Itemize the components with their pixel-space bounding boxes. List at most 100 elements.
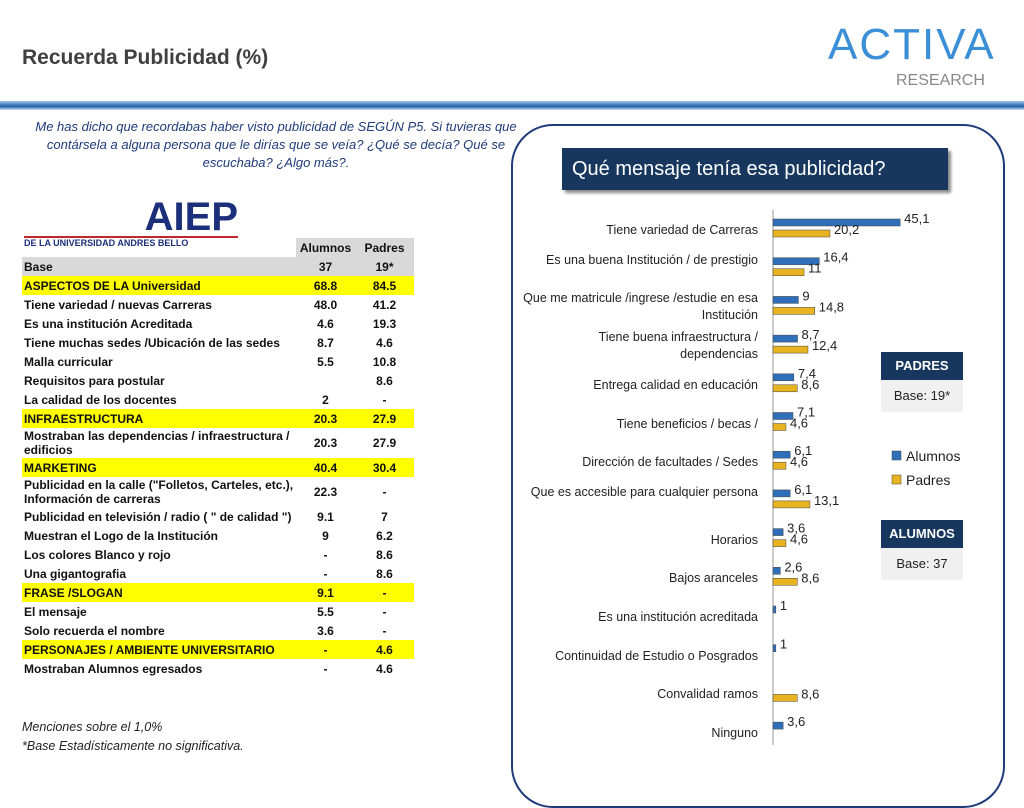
base-title: ALUMNOS — [881, 520, 963, 548]
bar — [772, 694, 798, 702]
bar — [772, 500, 811, 509]
logo-sub: RESEARCH — [896, 72, 985, 89]
column-name: Padres — [364, 240, 405, 255]
category-label: Dirección de facultades / Sedes — [582, 455, 758, 470]
row-label: Malla curricular — [24, 354, 113, 369]
table-row: Malla curricular 5.5 10.8 — [22, 352, 414, 371]
row-label: El mensaje — [24, 604, 87, 619]
cell: 4.6 — [317, 316, 334, 331]
value-label: 4,6 — [790, 532, 808, 547]
bar — [772, 567, 781, 575]
bar — [772, 345, 809, 354]
cell: 3.6 — [317, 623, 334, 638]
cell: 4.6 — [376, 642, 393, 657]
cell: - — [382, 623, 387, 638]
value-label: 2,6 — [784, 559, 802, 574]
cell: 84.5 — [372, 278, 397, 293]
chart: 45,120,216,411914,88,712,47,48,67,14,66,… — [772, 210, 960, 745]
bar — [772, 373, 795, 382]
value-label: 8,6 — [801, 686, 819, 701]
bar — [772, 423, 787, 431]
bar — [772, 605, 777, 614]
cell: - — [382, 585, 387, 600]
table-row: Muestran el Logo de la Institución 9 6.2 — [22, 526, 414, 545]
category-label: Continuidad de Estudio o Posgrados — [555, 648, 758, 663]
cell: 41.2 — [372, 297, 397, 312]
row-label: Base — [24, 259, 53, 274]
cell: - — [382, 604, 387, 619]
brand-sub: DE LA UNIVERSIDAD ANDRES BELLO — [24, 236, 238, 248]
bar — [772, 307, 815, 315]
header-stripe — [0, 101, 1024, 110]
cell: 9.1 — [317, 509, 334, 524]
cell: 37 — [318, 259, 333, 274]
value-label: 13,1 — [814, 493, 839, 508]
table-row: FRASE /SLOGAN 9.1 - — [22, 583, 414, 602]
table-row: El mensaje 5.5 - — [22, 602, 414, 621]
question: Me has dicho que recordabas haber visto … — [35, 119, 517, 170]
value-label: 8,6 — [801, 570, 819, 585]
cell: 8.6 — [376, 566, 393, 581]
value-label: 14,8 — [819, 299, 844, 314]
brand-logo: AIEP DE LA UNIVERSIDAD ANDRES BELLO — [24, 197, 238, 248]
bar — [772, 461, 787, 470]
cell: 8.7 — [317, 335, 334, 350]
row-label: Publicidad en la calle ("Folletos, Carte… — [24, 478, 294, 506]
cell: 10.8 — [372, 354, 397, 369]
row-label: Tiene variedad / nuevas Carreras — [24, 297, 212, 312]
cell: 4.6 — [376, 661, 393, 676]
cell: 19* — [375, 259, 394, 274]
row-label: FRASE /SLOGAN — [24, 585, 123, 600]
value-label: 12,4 — [812, 338, 837, 353]
bar — [772, 644, 777, 652]
table-row: PERSONAJES / AMBIENTE UNIVERSITARIO - 4.6 — [22, 640, 414, 659]
row-label: INFRAESTRUCTURA — [24, 411, 144, 426]
row-label: Los colores Blanco y rojo — [24, 547, 171, 562]
table-row: Tiene variedad / nuevas Carreras 48.0 41.2 — [22, 295, 414, 314]
category-label: Ninguno — [711, 726, 758, 741]
category-label: Tiene buena infraestructura / dependenci… — [598, 330, 758, 362]
legend-label: Alumnos — [906, 448, 960, 464]
table-row: Solo recuerda el nombre 3.6 - — [22, 621, 414, 640]
row-label: Solo recuerda el nombre — [24, 623, 165, 638]
cell: 30.4 — [372, 460, 397, 475]
cell: - — [323, 642, 328, 657]
header-row: Alumnos Padres — [22, 238, 414, 257]
slide: Recuerda Publicidad (%) ACTIVA RESEARCH … — [0, 20, 1024, 808]
value-label: 8,6 — [801, 377, 819, 392]
column-name: Alumnos — [299, 240, 352, 255]
bar — [772, 229, 831, 238]
legend-label: Padres — [906, 472, 950, 488]
cell: 20.3 — [313, 436, 338, 450]
category-label: Bajos aranceles — [669, 571, 758, 586]
table-row: INFRAESTRUCTURA 20.3 27.9 — [22, 409, 414, 428]
logo: ACTIVA RESEARCH — [828, 20, 998, 100]
table-row: Mostraban Alumnos egresados - 4.6 — [22, 659, 414, 678]
base-value: Base: 19* — [881, 380, 963, 412]
bar — [772, 257, 820, 265]
category-label: Horarios — [710, 532, 758, 547]
bar — [772, 450, 791, 459]
base-title: PADRES — [881, 352, 963, 380]
value-label: 1 — [780, 598, 787, 613]
table-row: Publicidad en televisión / radio ( " de … — [22, 507, 414, 526]
value-label: 3,6 — [787, 714, 805, 729]
cell: 40.4 — [313, 460, 338, 475]
bar — [772, 412, 794, 420]
bar — [772, 268, 805, 276]
table-row: MARKETING 40.4 30.4 — [22, 458, 414, 477]
row-label: Una gigantografia — [24, 566, 127, 581]
table-row: Requisitos para postular 8.6 — [22, 371, 414, 390]
bar — [772, 528, 784, 536]
value-label: 20,2 — [834, 222, 859, 237]
row-label: ASPECTOS DE LA Universidad — [24, 278, 201, 293]
bar — [772, 721, 784, 730]
row-label: Mostraban Alumnos egresados — [24, 661, 203, 676]
row-label: Mostraban las dependencias / infraestruc… — [24, 429, 290, 457]
cell: 8.6 — [376, 547, 393, 562]
category-label: Que me matricule /ingrese /estudie en es… — [523, 291, 758, 323]
value-label: 45,1 — [904, 211, 929, 226]
cell: 19.3 — [372, 316, 397, 331]
value-label: 6,1 — [794, 443, 812, 458]
row-label: Es una institución Acreditada — [24, 316, 193, 331]
